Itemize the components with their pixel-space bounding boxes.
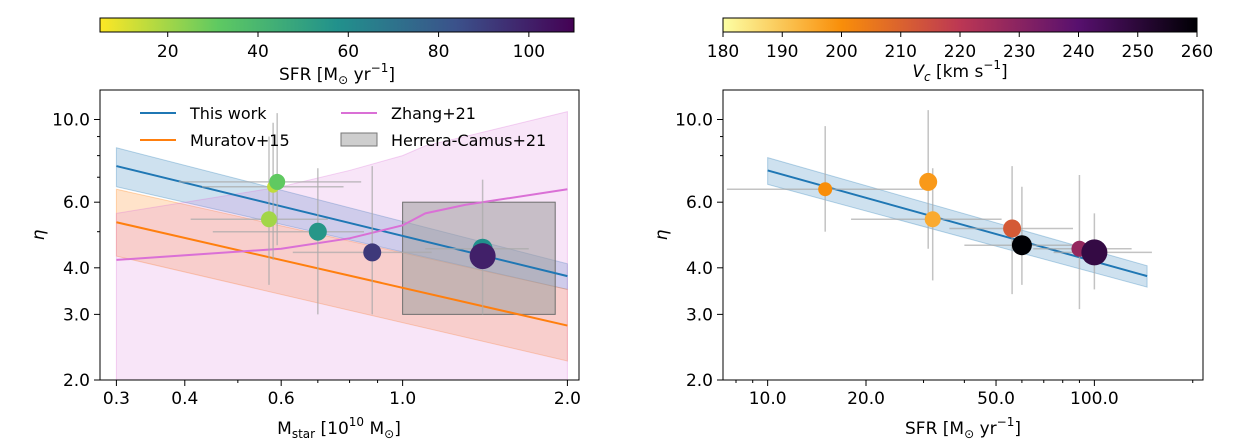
y-tick-label-0: 2.0: [686, 371, 713, 391]
data-point-3: [1003, 219, 1022, 238]
colorbar-tick-label-0: 180: [707, 42, 739, 62]
x-tick-label-1: 20.0: [847, 389, 885, 409]
colorbar-tick-label-1: 40: [247, 42, 269, 62]
colorbar-vc-gradient: [722, 17, 1198, 33]
y-tick-label-3: 6.0: [686, 193, 713, 213]
left-axes-frame: [99, 89, 580, 381]
fit-line-1: [116, 221, 568, 327]
x-tick-label-0: 10.0: [749, 389, 787, 409]
right-plot-area: [726, 110, 1152, 310]
data-point-4: [363, 243, 382, 262]
colorbar-vc-label: Vc [km s−1]: [912, 58, 1007, 84]
colorbar-tick-label-8: 260: [1181, 42, 1213, 62]
right-axes-frame: [722, 89, 1204, 381]
data-point-3: [308, 222, 327, 241]
right-ylabel: η: [652, 229, 672, 240]
left-panel: 0.3 0.4 0.6 1.0 2.0 2.0 3.0 4.0 6.0 10.0 Mstar [1…: [29, 89, 581, 441]
x-tick-label-2: 50.0: [977, 389, 1015, 409]
legend-muratov-label: Muratov+15: [190, 131, 290, 150]
colorbar-tick-label-7: 250: [1122, 42, 1154, 62]
legend-herrera-swatch: [340, 132, 378, 147]
fit-line-2: [116, 188, 568, 261]
colorbar-tick-label-4: 100: [513, 42, 545, 62]
colorbar-tick-label-4: 220: [944, 42, 976, 62]
y-tick-label-3: 6.0: [63, 193, 90, 213]
right-axis-ticks: 10.0 20.0 50.0 100.0 2.0 3.0 4.0 6.0 10.0: [675, 111, 1194, 409]
data-point-2: [269, 173, 286, 190]
y-tick-label-0: 2.0: [63, 371, 90, 391]
colorbar-sfr-label: SFR [M⊙ yr−1]: [279, 61, 395, 87]
data-point-1: [919, 172, 938, 191]
colorbar-tick-label-3: 80: [428, 42, 450, 62]
left-axis-ticks: 0.3 0.4 0.6 1.0 2.0 2.0 3.0 4.0 6.0 10.0: [52, 111, 581, 409]
colorbar-tick-label-3: 210: [885, 42, 917, 62]
colorbar-sfr-ticks: 20 40 60 80 100: [157, 32, 545, 62]
y-tick-label-1: 3.0: [686, 305, 713, 325]
left-plot-area: [115, 110, 568, 380]
x-tick-label-1: 0.4: [171, 389, 198, 409]
colorbar-tick-label-5: 230: [1003, 42, 1035, 62]
left-legend: This work Zhang+21 Muratov+15 Herrera-Ca…: [140, 104, 546, 150]
colorbar-tick-label-6: 240: [1062, 42, 1094, 62]
left-xlabel: Mstar [1010 M⊙]: [277, 415, 401, 441]
legend-zhang-label: Zhang+21: [391, 104, 476, 123]
colorbar-sfr: 20 40 60 80 100 SFR [M⊙ yr−1]: [99, 17, 575, 87]
y-tick-label-4: 10.0: [52, 111, 90, 131]
right-panel: 10.0 20.0 50.0 100.0 2.0 3.0 4.0 6.0 10.0 SFR [M…: [652, 89, 1204, 441]
colorbar-tick-label-0: 20: [157, 42, 179, 62]
data-point-0: [818, 182, 833, 197]
left-ylabel: η: [29, 229, 49, 240]
data-point-0: [260, 211, 277, 228]
colorbar-tick-label-1: 190: [766, 42, 798, 62]
right-xlabel: SFR [M⊙ yr−1]: [905, 415, 1021, 441]
data-point-6: [1081, 239, 1108, 266]
data-point-4: [1011, 235, 1032, 256]
colorbar-vc-ticks: 180 190 200 210 220 230 240 250 260: [707, 32, 1213, 62]
data-point-6: [469, 243, 496, 270]
x-tick-label-3: 100.0: [1070, 389, 1119, 409]
legend-herrera-label: Herrera-Camus+21: [391, 131, 546, 150]
y-tick-label-4: 10.0: [675, 111, 713, 131]
data-point-2: [924, 211, 941, 228]
colorbar-vc: 180 190 200 210 220 230 240 250 260 Vc [km s−1]: [707, 17, 1213, 84]
x-tick-label-0: 0.3: [103, 389, 130, 409]
x-tick-label-3: 1.0: [389, 389, 416, 409]
x-tick-label-2: 0.6: [268, 389, 295, 409]
colorbar-sfr-gradient: [99, 17, 575, 33]
y-tick-label-2: 4.0: [686, 259, 713, 279]
colorbar-tick-label-2: 200: [825, 42, 857, 62]
y-tick-label-1: 3.0: [63, 305, 90, 325]
x-tick-label-4: 2.0: [554, 389, 581, 409]
colorbar-tick-label-2: 60: [337, 42, 359, 62]
legend-this-work-label: This work: [189, 104, 267, 123]
y-tick-label-2: 4.0: [63, 259, 90, 279]
